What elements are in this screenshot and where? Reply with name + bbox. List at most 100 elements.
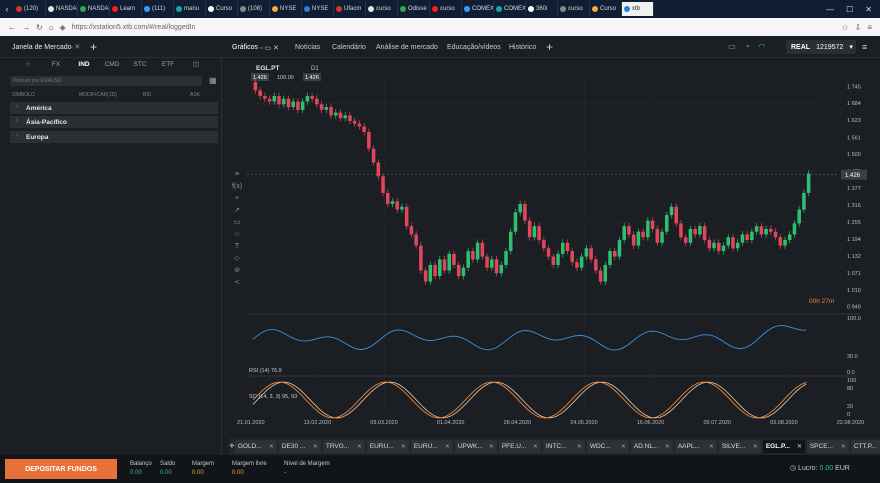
category-stc[interactable]: STC	[133, 60, 147, 68]
url-field[interactable]: https://xstation5.xtb.com/#/real/loggedI…	[71, 23, 196, 31]
tab-graficos[interactable]: Gráficos	[232, 44, 259, 51]
add-instrument-tab-button[interactable]: +	[229, 441, 235, 452]
instrument-tab[interactable]: SPCE... ✕	[806, 440, 849, 453]
monitor-icon[interactable]: ▭	[728, 42, 736, 51]
tab-panel-controls-icon[interactable]: ▫ ▭ ✕	[260, 45, 279, 52]
instrument-tab[interactable]: INTC... ✕	[542, 440, 585, 453]
instrument-tab[interactable]: GOLD... ✕	[234, 440, 277, 453]
download-icon[interactable]: ⇩	[854, 22, 862, 32]
browser-tab[interactable]: curso	[366, 2, 398, 16]
browser-tab[interactable]: xtb	[622, 2, 654, 16]
close-tab-icon[interactable]: ✕	[532, 444, 538, 450]
browser-tab[interactable]: COMEX	[494, 2, 526, 16]
instrument-tab[interactable]: EURU... ✕	[366, 440, 409, 453]
close-tab-icon[interactable]: ✕	[708, 444, 714, 450]
browser-tab[interactable]: curso	[430, 2, 462, 16]
profit-value: 0.00	[819, 465, 834, 472]
close-tab-icon[interactable]: ✕	[840, 444, 846, 450]
account-selector[interactable]: REAL 1219572 ▾	[786, 40, 856, 54]
symbol-search-input[interactable]: Procure por EURUSD	[10, 76, 202, 86]
browser-tab[interactable]: Learn	[110, 2, 142, 16]
instrument-tab[interactable]: EURU... ✕	[410, 440, 453, 453]
close-tab-icon[interactable]: ✕	[620, 444, 626, 450]
browser-tab[interactable]: manu	[174, 2, 206, 16]
tab-educacao-videos[interactable]: Educação/vídeos	[447, 44, 501, 51]
browser-tab[interactable]: Odisse	[398, 2, 430, 16]
price-chart-svg[interactable]: ≡f(x)+↗▭☆T◇⊘≺EGL.PT D11.426 100.00 1.4261.7…	[229, 58, 880, 438]
browser-tab-label: Odisse	[408, 6, 427, 12]
hamburger-menu-icon[interactable]: ≡	[862, 42, 868, 52]
instrument-tab[interactable]: PFE.U... ✕	[498, 440, 541, 453]
back-icon[interactable]: ←	[8, 22, 16, 32]
browser-tab[interactable]: NASDAQ	[46, 2, 78, 16]
close-icon[interactable]: ✕	[865, 4, 872, 14]
close-tab-icon[interactable]: ✕	[356, 444, 362, 450]
instrument-tab[interactable]: AAPL... ✕	[674, 440, 717, 453]
close-tab-icon[interactable]: ✕	[576, 444, 582, 450]
browser-tab[interactable]: NYSE	[270, 2, 302, 16]
bell-icon[interactable]: ◔	[744, 42, 750, 51]
reload-icon[interactable]: ↻	[36, 22, 43, 32]
candle	[797, 209, 801, 224]
chart-area[interactable]: ≡ f(x) + ↗ ▭ ☆ T ◇ ⊘ ≺ EGL.PT D1 1.426 100.00 1.426 1.7…	[229, 58, 880, 438]
category-ind[interactable]: IND	[78, 60, 90, 68]
instrument-tab[interactable]: UPWK... ✕	[454, 440, 497, 453]
category-cmd[interactable]: CMD	[104, 60, 120, 68]
forward-icon[interactable]: →	[22, 22, 30, 32]
tab-analise-de-mercado[interactable]: Análise de mercado	[376, 44, 438, 51]
favicon-icon	[528, 6, 534, 12]
grid-view-icon[interactable]: ▦	[209, 76, 217, 85]
rsi-level: 0.0	[847, 370, 855, 376]
basket-icon[interactable]: ◫	[192, 61, 200, 68]
browser-tab[interactable]: (111)	[142, 2, 174, 16]
close-tab-icon[interactable]: ✕	[444, 444, 450, 450]
panel-controls-icon[interactable]: ▫ ✕	[70, 44, 81, 51]
home-icon[interactable]: ⌂	[48, 22, 54, 32]
browser-tab[interactable]: COMEX	[462, 2, 494, 16]
group-america[interactable]: América	[10, 102, 218, 114]
browser-tab[interactable]: Curso	[590, 2, 622, 16]
instrument-tab[interactable]: DE30 ... ✕	[278, 440, 321, 453]
close-tab-icon[interactable]: ✕	[488, 444, 494, 450]
close-tab-icon[interactable]: ✕	[268, 444, 274, 450]
browser-tab[interactable]: 360i	[526, 2, 558, 16]
browser-tab[interactable]: (120)	[14, 2, 46, 16]
favorites-star-icon[interactable]: ☆	[25, 61, 31, 68]
browser-tab[interactable]: curso	[558, 2, 590, 16]
instrument-tab[interactable]: EGL.P... ✕	[762, 440, 805, 453]
candle	[475, 242, 480, 260]
chevron-down-icon: ▾	[849, 44, 853, 51]
browser-tab-label: COMEX	[472, 6, 494, 12]
maximize-icon[interactable]: ☐	[846, 4, 854, 14]
close-tab-icon[interactable]: ✕	[400, 444, 406, 450]
browser-tab[interactable]: Ufacm	[334, 2, 366, 16]
tab-noticias[interactable]: Notícias	[295, 44, 321, 51]
instrument-tab[interactable]: TRVG... ✕	[322, 440, 365, 453]
close-tab-icon[interactable]: ✕	[312, 444, 318, 450]
candle	[300, 101, 305, 110]
browser-tab[interactable]: (108)	[238, 2, 270, 16]
tab-calendario[interactable]: Calendário	[332, 44, 366, 51]
browser-tab[interactable]: Curso	[206, 2, 238, 16]
deposit-funds-button[interactable]: DEPOSITAR FUNDOS	[5, 459, 117, 479]
category-fx[interactable]: FX	[51, 60, 61, 68]
category-etf[interactable]: ETF	[161, 60, 175, 68]
tab-scroll-left-icon[interactable]: ‹	[5, 4, 9, 14]
instrument-tab[interactable]: AD.NL... ✕	[630, 440, 673, 453]
menu-icon[interactable]: ≡	[867, 22, 872, 32]
close-tab-icon[interactable]: ✕	[796, 444, 802, 450]
browser-tab[interactable]: NASDAQ	[78, 2, 110, 16]
group-asia-pacific[interactable]: Ásia-Pacífico	[10, 116, 218, 128]
add-tab-button[interactable]: +	[546, 40, 554, 54]
close-tab-icon[interactable]: ✕	[752, 444, 758, 450]
tab-historico[interactable]: Histórico	[509, 44, 537, 51]
instrument-tab[interactable]: WDC... ✕	[586, 440, 629, 453]
minimize-icon[interactable]: —	[826, 4, 835, 14]
group-europe[interactable]: Europa	[10, 131, 218, 143]
add-panel-button[interactable]: +	[90, 40, 98, 54]
bookmark-star-icon[interactable]: ☆	[841, 22, 849, 32]
browser-tab[interactable]: NYSE	[302, 2, 334, 16]
instrument-tab[interactable]: CTT.P...✕	[850, 440, 880, 453]
instrument-tab[interactable]: SILVE... ✕	[718, 440, 761, 453]
close-tab-icon[interactable]: ✕	[664, 444, 670, 450]
